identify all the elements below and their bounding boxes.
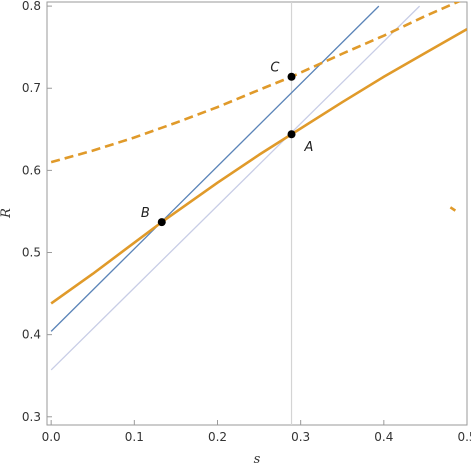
series-line-3 [449,206,457,212]
y-tick-label: 0.8 [22,0,41,13]
x-tick-label: 0.1 [125,430,144,444]
y-tick-label: 0.5 [22,246,41,260]
series-line-5 [50,5,421,371]
y-tick-label: 0.6 [22,163,41,177]
ticks-group: 0.0 0.1 0.2 0.3 0.4 0.5 0.3 0.4 0.5 0.6 0.7 0.8 [22,0,471,444]
x-tick-label: 0.2 [208,430,227,444]
x-axis-label: s [254,452,261,467]
point-c [287,72,296,81]
y-tick-label: 0.4 [22,328,41,342]
x-tick-label: 0.4 [374,430,393,444]
y-tick-label: 0.3 [22,410,41,424]
series-group [50,2,467,371]
point-b [157,218,166,227]
x-tick-label: 0.3 [291,430,310,444]
y-axis-label: R [0,208,14,219]
series-line-2 [50,2,461,164]
y-tick-label: 0.7 [22,81,41,95]
series-line-4 [50,5,380,332]
series-line-1 [50,27,467,305]
point-a [287,130,296,139]
x-tick-label: 0.5 [457,430,471,444]
point-label-a: A [304,140,314,155]
x-tick-label: 0.0 [42,430,61,444]
point-label-b: B [141,206,150,221]
plot-frame [46,1,468,426]
points-group: A B C [141,61,314,227]
point-label-c: C [270,61,280,76]
